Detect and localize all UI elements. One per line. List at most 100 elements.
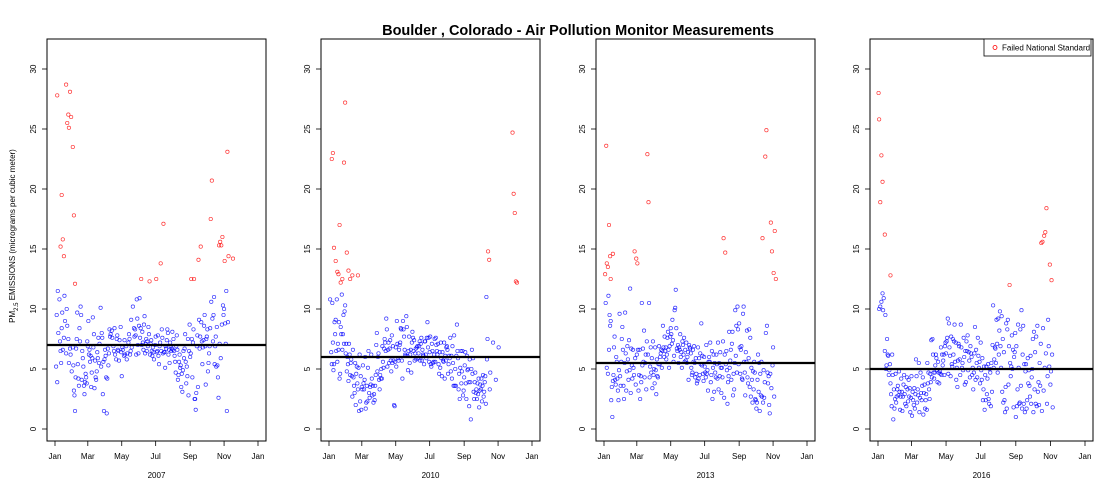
passing-point bbox=[662, 354, 667, 360]
x-tick-label: Nov bbox=[766, 452, 780, 461]
failed-point bbox=[771, 270, 776, 276]
passing-point bbox=[487, 387, 492, 392]
passing-point bbox=[616, 398, 621, 403]
passing-point bbox=[95, 350, 100, 355]
passing-point bbox=[117, 338, 122, 343]
passing-point bbox=[745, 375, 750, 380]
passing-point bbox=[730, 393, 736, 398]
passing-point bbox=[167, 360, 172, 366]
failed-point bbox=[610, 251, 615, 256]
passing-point bbox=[639, 380, 644, 385]
passing-point bbox=[453, 383, 458, 388]
passing-point bbox=[1014, 344, 1019, 349]
passing-point bbox=[407, 360, 412, 366]
x-axis-label: 2016 bbox=[973, 471, 991, 480]
passing-point bbox=[981, 387, 986, 392]
passing-point bbox=[91, 332, 96, 337]
failed-point bbox=[608, 254, 613, 259]
passing-point bbox=[163, 365, 168, 370]
passing-point bbox=[119, 374, 124, 379]
passing-point bbox=[338, 324, 343, 330]
passing-point bbox=[1022, 362, 1027, 367]
passing-point bbox=[690, 370, 695, 375]
passing-point bbox=[1008, 360, 1013, 366]
passing-point bbox=[612, 334, 617, 339]
passing-point bbox=[727, 365, 732, 370]
passing-point bbox=[375, 369, 380, 374]
passing-point bbox=[105, 376, 110, 381]
passing-point bbox=[64, 306, 69, 312]
y-tick-label: 15 bbox=[578, 244, 587, 253]
passing-point bbox=[670, 338, 676, 343]
passing-point bbox=[649, 370, 654, 375]
passing-point bbox=[196, 317, 202, 322]
passing-point bbox=[730, 329, 735, 334]
y-axis-label-prefix: PM bbox=[8, 311, 17, 323]
passing-point bbox=[942, 372, 947, 378]
passing-point bbox=[462, 375, 467, 380]
passing-point bbox=[355, 381, 360, 386]
passing-point bbox=[99, 330, 104, 336]
passing-point bbox=[60, 310, 65, 315]
passing-point bbox=[384, 316, 389, 321]
passing-point bbox=[659, 347, 664, 352]
passing-point bbox=[418, 341, 423, 346]
x-tick-label: Jul bbox=[425, 452, 435, 461]
x-tick-label: Jan bbox=[323, 452, 336, 461]
passing-point bbox=[84, 375, 89, 380]
passing-point bbox=[1027, 394, 1033, 399]
passing-point bbox=[144, 336, 149, 342]
passing-point bbox=[720, 339, 726, 344]
passing-point bbox=[60, 347, 65, 352]
passing-point bbox=[701, 378, 706, 384]
passing-point bbox=[904, 404, 909, 409]
passing-point bbox=[202, 312, 207, 318]
failed-point bbox=[1040, 239, 1045, 244]
failed-point bbox=[487, 257, 492, 262]
passing-point bbox=[668, 326, 673, 331]
passing-point bbox=[188, 351, 193, 356]
passing-point bbox=[419, 358, 424, 363]
passing-point bbox=[883, 312, 888, 318]
passing-point bbox=[462, 363, 467, 368]
passing-point bbox=[1019, 406, 1025, 411]
passing-point bbox=[683, 347, 688, 352]
passing-point bbox=[466, 380, 471, 385]
passing-point bbox=[366, 348, 371, 354]
passing-point bbox=[153, 334, 158, 339]
passing-point bbox=[96, 335, 101, 340]
passing-point bbox=[480, 383, 485, 388]
passing-point bbox=[151, 357, 157, 362]
passing-point bbox=[135, 316, 140, 321]
failed-point bbox=[773, 276, 778, 282]
passing-point bbox=[1037, 360, 1042, 366]
passing-point bbox=[1012, 354, 1017, 360]
passing-point bbox=[383, 340, 388, 345]
passing-point bbox=[670, 317, 675, 322]
passing-point bbox=[943, 340, 948, 345]
passing-point bbox=[445, 347, 450, 352]
passing-point bbox=[350, 394, 355, 399]
passing-point bbox=[467, 357, 472, 362]
failed-point bbox=[209, 178, 214, 183]
passing-point bbox=[709, 372, 714, 378]
passing-point bbox=[211, 312, 216, 318]
passing-point bbox=[908, 410, 913, 415]
passing-point bbox=[758, 393, 763, 398]
passing-point bbox=[169, 346, 174, 351]
passing-point bbox=[442, 376, 447, 381]
passing-point bbox=[712, 389, 717, 394]
passing-point bbox=[645, 352, 650, 357]
passing-point bbox=[1048, 369, 1054, 374]
passing-point bbox=[397, 347, 402, 352]
passing-point bbox=[380, 344, 385, 349]
passing-point bbox=[103, 353, 108, 358]
passing-point bbox=[122, 338, 127, 343]
passing-point bbox=[210, 316, 215, 321]
passing-point bbox=[106, 351, 111, 356]
passing-point bbox=[702, 364, 707, 369]
passing-point bbox=[453, 366, 458, 372]
passing-point bbox=[105, 346, 110, 351]
passing-point bbox=[178, 365, 183, 370]
passing-point bbox=[108, 332, 113, 337]
